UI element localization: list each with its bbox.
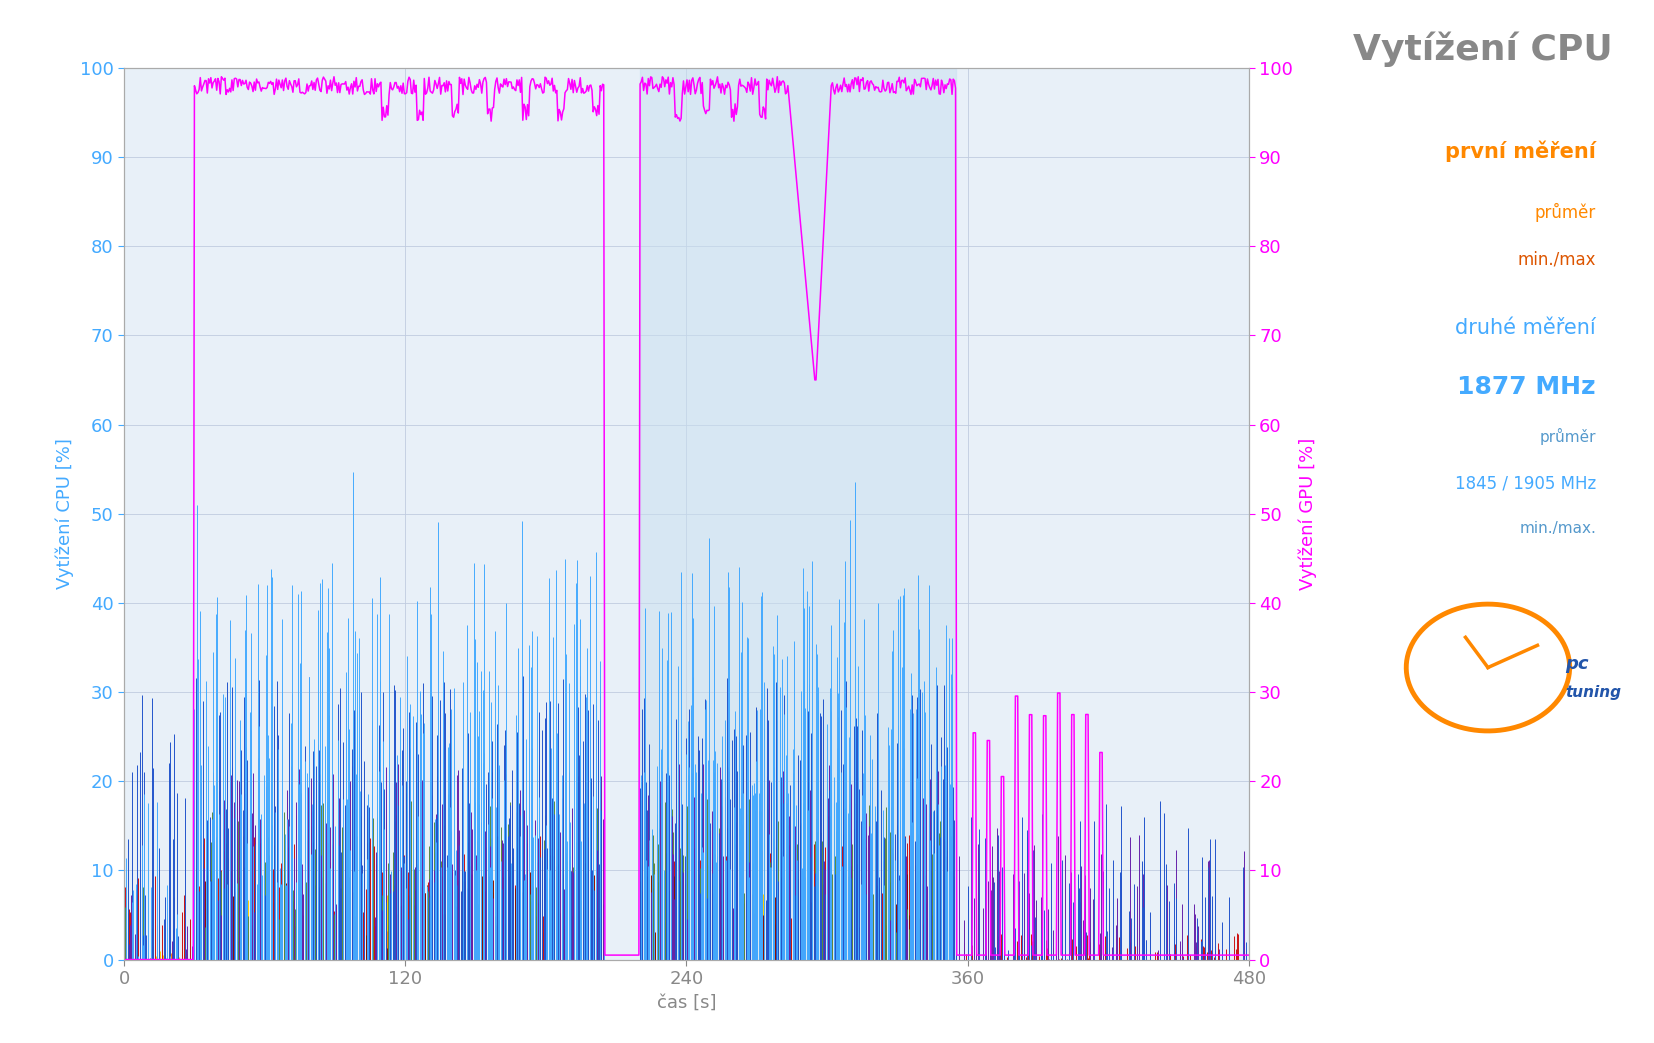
Text: min./max.: min./max. bbox=[1520, 522, 1596, 536]
Y-axis label: Vytížení CPU [%]: Vytížení CPU [%] bbox=[56, 438, 74, 589]
Text: Vytížení CPU: Vytížení CPU bbox=[1353, 31, 1613, 67]
Bar bbox=[640, 68, 956, 960]
Text: 1845 / 1905 MHz: 1845 / 1905 MHz bbox=[1456, 475, 1596, 492]
Text: průměr: průměr bbox=[1535, 203, 1596, 222]
X-axis label: čas [s]: čas [s] bbox=[657, 994, 716, 1012]
Text: druhé měření: druhé měření bbox=[1456, 318, 1596, 338]
Text: min./max: min./max bbox=[1518, 250, 1596, 268]
Text: pc: pc bbox=[1565, 655, 1589, 673]
Text: první měření: první měření bbox=[1446, 141, 1596, 163]
Y-axis label: Vytížení GPU [%]: Vytížení GPU [%] bbox=[1298, 438, 1317, 589]
Text: tuning: tuning bbox=[1565, 685, 1621, 700]
Text: 1877 MHz: 1877 MHz bbox=[1457, 375, 1596, 399]
Text: průměr: průměr bbox=[1540, 428, 1596, 444]
